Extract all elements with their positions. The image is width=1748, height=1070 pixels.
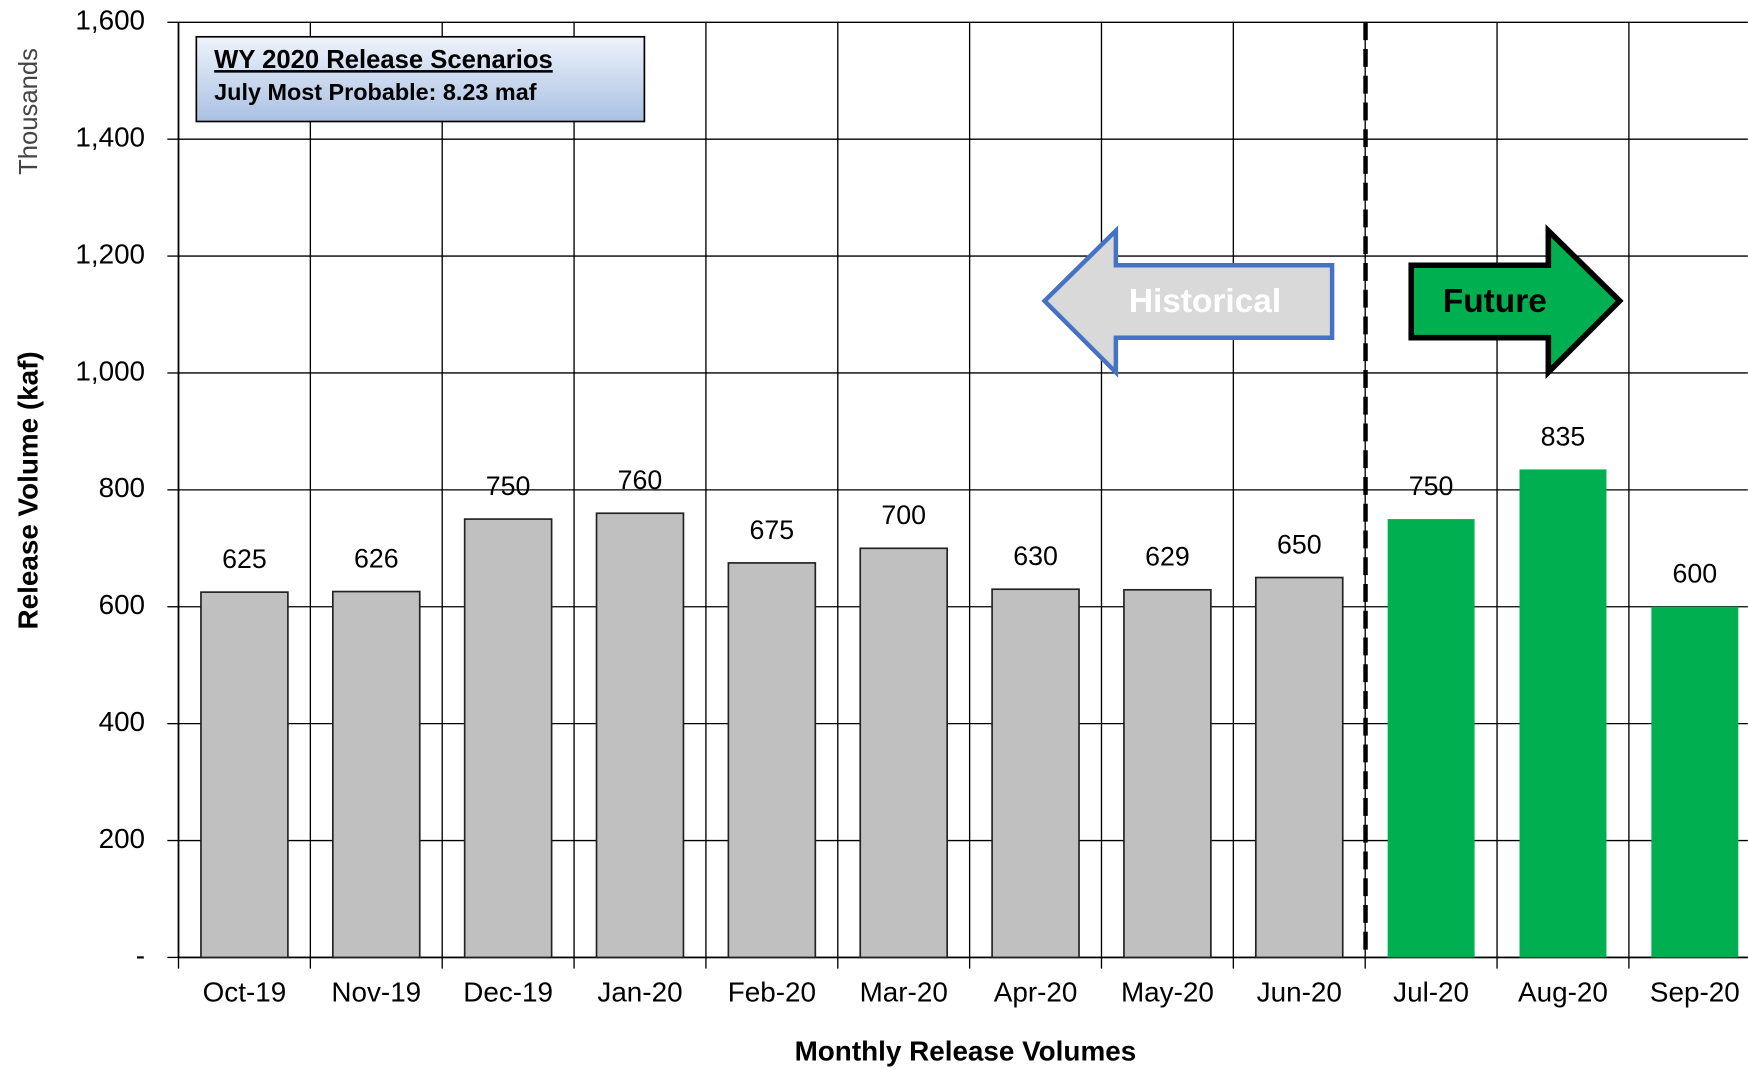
- value-label: 626: [354, 543, 399, 573]
- x-tick-label: Nov-19: [331, 977, 421, 1008]
- bar: [1387, 519, 1475, 958]
- future-arrow: [1408, 224, 1624, 379]
- x-axis-label: Monthly Release Volumes: [795, 1036, 1137, 1067]
- y-axis-label: Release Volume (kaf): [13, 351, 44, 629]
- x-tick-label: Oct-19: [203, 977, 287, 1008]
- value-label: 760: [618, 465, 663, 495]
- value-label: 650: [1277, 529, 1322, 559]
- x-tick-label: Dec-19: [463, 977, 553, 1008]
- x-tick-label: Jun-20: [1257, 977, 1342, 1008]
- bar: [331, 590, 421, 959]
- y-axis-units: Thousands: [15, 48, 43, 175]
- y-tick-label: 1,200: [75, 238, 145, 269]
- value-label: 600: [1673, 559, 1718, 589]
- value-label: 750: [1409, 471, 1454, 501]
- x-tick-label: Jan-20: [597, 977, 682, 1008]
- historical-arrow: [1041, 225, 1335, 378]
- y-tick-label: 600: [99, 589, 145, 620]
- y-tick-label: -: [136, 940, 145, 971]
- value-label: 629: [1145, 542, 1190, 572]
- x-tick-label: Jul-20: [1393, 977, 1469, 1008]
- value-label: 630: [1013, 541, 1058, 571]
- value-label: 625: [222, 544, 267, 574]
- bar: [991, 588, 1080, 959]
- legend-box: [195, 35, 646, 123]
- x-tick-label: Apr-20: [994, 977, 1078, 1008]
- bar: [727, 562, 817, 959]
- future-label: Future: [1443, 283, 1547, 320]
- bar: [200, 591, 289, 959]
- y-tick-label: 800: [99, 472, 145, 503]
- x-tick-label: May-20: [1121, 977, 1214, 1008]
- bar: [1519, 469, 1607, 958]
- bar: [859, 547, 949, 959]
- bar: [1651, 606, 1739, 958]
- x-tick-label: Feb-20: [728, 977, 816, 1008]
- bar: [1254, 576, 1344, 959]
- y-tick-label: 400: [99, 706, 145, 737]
- historical-label: Historical: [1129, 283, 1281, 320]
- y-tick-label: 200: [99, 823, 145, 854]
- legend-title: WY 2020 Release Scenarios: [214, 46, 553, 74]
- legend-subtitle: July Most Probable: 8.23 maf: [214, 79, 537, 105]
- value-label: 700: [881, 500, 926, 530]
- bar: [1123, 588, 1212, 959]
- x-tick-label: Sep-20: [1650, 977, 1740, 1008]
- bars: 625 626 750 760 675 700 630 629 650 750 835 600: [200, 421, 1739, 959]
- grid: - 200 400 600 800 1,000 1,200 1,400 1,600 Oct-19 N…: [75, 5, 1748, 1008]
- value-label: 835: [1541, 421, 1586, 451]
- x-tick-label: Mar-20: [860, 977, 948, 1008]
- y-tick-label: 1,000: [75, 355, 145, 386]
- bar: [595, 512, 685, 959]
- bar: [463, 518, 553, 959]
- x-tick-label: Aug-20: [1518, 977, 1608, 1008]
- y-tick-label: 1,400: [75, 122, 145, 153]
- value-label: 750: [486, 471, 531, 501]
- y-tick-label: 1,600: [75, 5, 145, 36]
- value-label: 675: [750, 515, 795, 545]
